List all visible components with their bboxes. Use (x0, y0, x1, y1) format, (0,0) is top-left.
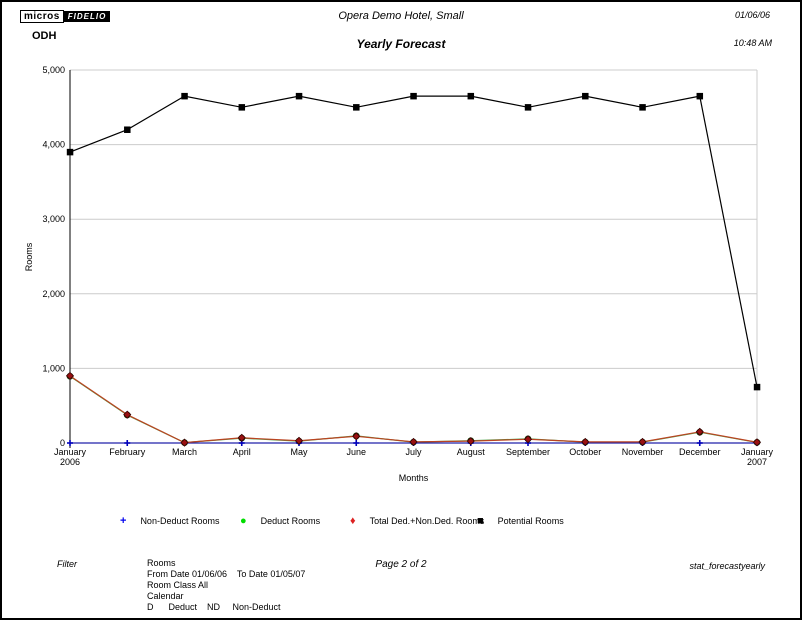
filter-details: Rooms From Date 01/06/06 To Date 01/05/0… (147, 558, 305, 613)
svg-text:August: August (457, 447, 486, 457)
legend-label: Non-Deduct Rooms (140, 516, 220, 526)
svg-text:July: July (405, 447, 422, 457)
svg-text:January: January (741, 447, 774, 457)
svg-text:September: September (506, 447, 550, 457)
svg-text:December: December (679, 447, 721, 457)
svg-text:2,000: 2,000 (42, 289, 65, 299)
filter-line: D Deduct ND Non-Deduct (147, 602, 281, 612)
report-file-name: stat_forecastyearly (689, 561, 765, 571)
legend-item-non-deduct-rooms: + Non-Deduct Rooms (120, 514, 219, 528)
svg-text:February: February (109, 447, 146, 457)
report-subtitle: Yearly Forecast (356, 37, 446, 51)
square-marker-icon: ■ (477, 515, 484, 527)
plus-marker-icon: + (120, 515, 127, 527)
svg-text:5,000: 5,000 (42, 65, 65, 75)
filter-line: Room Class All (147, 580, 209, 590)
svg-text:April: April (233, 447, 251, 457)
property-code: ODH (32, 30, 57, 42)
svg-text:2007: 2007 (747, 457, 767, 467)
filter-line: From Date 01/06/06 To Date 01/05/07 (147, 569, 306, 579)
filter-line: Calendar (147, 591, 184, 601)
filter-line: Rooms (147, 558, 176, 568)
report-time: 10:48 AM (733, 38, 772, 48)
micros-logo-text: micros (20, 10, 64, 23)
legend-item-total-ded-non-ded-rooms: ♦ Total Ded.+Non.Ded. Rooms (350, 514, 484, 528)
svg-text:0: 0 (60, 438, 65, 448)
legend-item-deduct-rooms: ● Deduct Rooms (240, 514, 320, 528)
legend-item-potential-rooms: ■ Potential Rooms (477, 514, 564, 528)
svg-text:Rooms: Rooms (24, 242, 34, 271)
circle-marker-icon: ● (240, 515, 247, 527)
svg-text:4,000: 4,000 (42, 140, 65, 150)
svg-text:January: January (54, 447, 87, 457)
legend-label: Total Ded.+Non.Ded. Rooms (369, 516, 485, 526)
legend-label: Deduct Rooms (260, 516, 321, 526)
report-date: 01/06/06 (734, 10, 770, 20)
svg-text:March: March (172, 447, 197, 457)
svg-text:1,000: 1,000 (42, 363, 65, 373)
diamond-marker-icon: ♦ (350, 515, 356, 527)
svg-text:October: October (569, 447, 601, 457)
report-title: Opera Demo Hotel, Small (338, 10, 464, 22)
svg-text:2006: 2006 (60, 457, 80, 467)
micros-fidelio-logo: micros FIDELIO (20, 10, 111, 23)
svg-text:Months: Months (399, 473, 429, 483)
svg-text:3,000: 3,000 (42, 214, 65, 224)
filter-label: Filter (57, 559, 77, 569)
svg-text:May: May (290, 447, 308, 457)
forecast-line-chart: 01,0002,0003,0004,0005,000RoomsJanuary20… (24, 65, 774, 483)
legend-label: Potential Rooms (497, 516, 564, 526)
fidelio-logo-text: FIDELIO (63, 11, 111, 22)
page-indicator: Page 2 of 2 (375, 559, 427, 570)
svg-text:November: November (622, 447, 664, 457)
svg-text:June: June (346, 447, 366, 457)
chart-legend: + Non-Deduct Rooms ● Deduct Rooms ♦ Total Ded… (2, 514, 800, 534)
